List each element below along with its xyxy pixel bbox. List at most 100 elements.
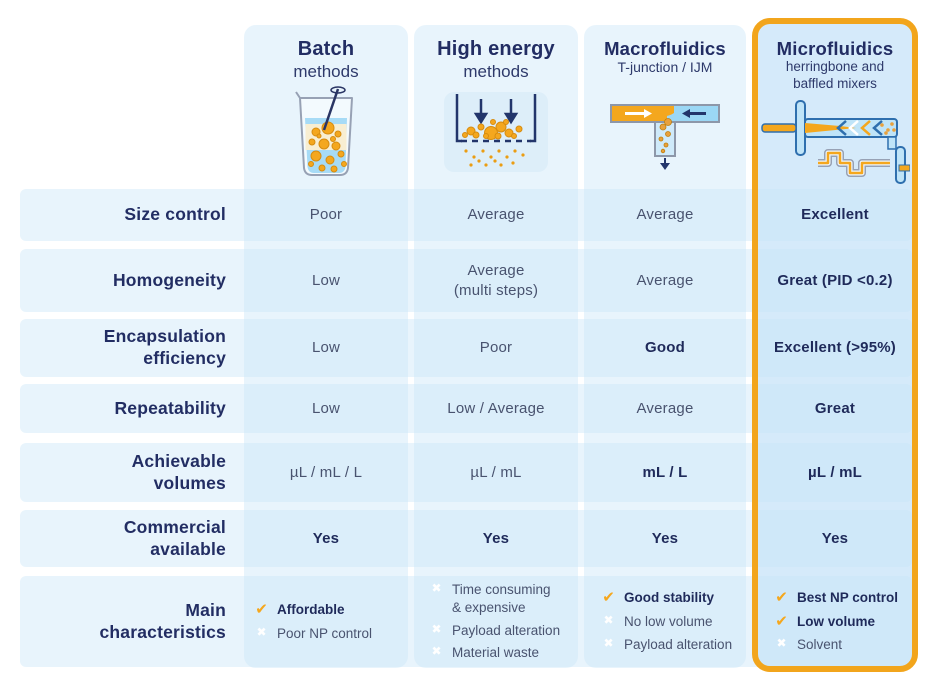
cell-value: Yes — [482, 529, 510, 547]
column-title: High energy — [437, 38, 555, 60]
row-label-text: Main characteristics — [99, 599, 226, 642]
cell-value: Average — [636, 271, 694, 289]
cross-icon: ✖ — [603, 612, 614, 627]
cell-value: Good — [645, 339, 685, 357]
characteristic-item: ✖ Time consuming & expensive — [428, 581, 578, 616]
characteristic-text: Affordable — [277, 601, 345, 617]
check-icon: ✔ — [775, 612, 788, 630]
row-label-homogeneity: Homogeneity — [20, 249, 226, 312]
cell-value: Yes — [651, 529, 679, 547]
characteristic-text: Time consuming & expensive — [452, 582, 551, 615]
cell-encapsulation-microfluidics: Excellent (>95%) — [758, 319, 912, 377]
characteristic-item: ✖ Poor NP control — [253, 625, 408, 643]
t-junction-illustration — [610, 103, 720, 170]
cell-commercial-macrofluidics: Yes — [584, 510, 746, 567]
cell-volumes-batch: µL / mL / L — [244, 443, 408, 502]
cell-characteristics-macrofluidics: ✔ Good stability ✖ No low volume ✖ Paylo… — [584, 576, 746, 667]
cell-value: Poor — [479, 339, 513, 357]
cross-icon: ✖ — [431, 644, 442, 659]
check-icon: ✔ — [255, 600, 268, 618]
cell-value: Low — [311, 271, 341, 289]
column-subtitle: methods — [463, 62, 529, 81]
column-header-batch: Batch methods — [244, 25, 408, 185]
cell-value: mL / L — [642, 463, 688, 481]
row-band-commercial — [20, 510, 912, 567]
cross-icon: ✖ — [776, 636, 787, 651]
cell-repeatability-batch: Low — [244, 384, 408, 433]
cell-encapsulation-high-energy: Poor — [414, 319, 578, 377]
cell-commercial-high-energy: Yes — [414, 510, 578, 567]
characteristic-item: ✖ Payload alteration — [428, 622, 578, 640]
characteristic-text: Payload alteration — [452, 622, 561, 638]
row-band-homogeneity — [20, 249, 912, 312]
row-label-text: Size control — [124, 204, 226, 225]
row-band-volumes — [20, 443, 912, 502]
row-label-text: Achievable volumes — [131, 450, 226, 493]
row-label-text: Repeatability — [114, 397, 226, 418]
cell-value: µL / mL — [470, 463, 522, 481]
cell-volumes-microfluidics: µL / mL — [758, 443, 912, 502]
characteristic-item: ✔ Affordable — [253, 601, 408, 619]
row-label-text: Homogeneity — [112, 269, 226, 290]
characteristic-item: ✖ Material waste — [428, 644, 578, 662]
row-label-text: Encapsulation efficiency — [103, 326, 226, 368]
row-band-repeatability — [20, 384, 912, 433]
cell-value: Low — [311, 399, 341, 417]
herringbone-baffled-mixer-illustration — [761, 100, 910, 185]
cell-homogeneity-high-energy: Average (multi steps) — [414, 249, 578, 312]
cell-volumes-macrofluidics: mL / L — [584, 443, 746, 502]
cell-value: Yes — [821, 529, 849, 547]
column-subtitle: T-junction / IJM — [617, 59, 713, 76]
column-title: Microfluidics — [776, 38, 894, 59]
cell-commercial-microfluidics: Yes — [758, 510, 912, 567]
row-band-characteristics — [20, 576, 912, 667]
cell-value: Average — [467, 206, 525, 224]
characteristic-item: ✔ Good stability — [600, 589, 746, 607]
characteristic-text: Material waste — [452, 645, 540, 661]
column-title: Batch — [297, 38, 355, 60]
cell-value: µL / mL — [808, 463, 862, 481]
cell-encapsulation-macrofluidics: Good — [584, 319, 746, 377]
cell-size-control-batch: Poor — [244, 189, 408, 241]
characteristic-text: Good stability — [624, 590, 715, 606]
column-title: Macrofluidics — [604, 38, 726, 59]
beaker-stirrer-illustration — [295, 86, 353, 177]
characteristic-text: Solvent — [797, 637, 843, 653]
cell-value: Great — [814, 399, 856, 417]
characteristic-item: ✖ No low volume — [600, 613, 746, 631]
row-band-size-control — [20, 189, 912, 241]
cell-homogeneity-microfluidics: Great (PID <0.2) — [758, 249, 912, 312]
cross-icon: ✖ — [256, 624, 267, 639]
cell-value: Low — [311, 339, 341, 357]
characteristic-item: ✖ Payload alteration — [600, 636, 746, 654]
cell-repeatability-microfluidics: Great — [758, 384, 912, 433]
cell-value: Average — [636, 206, 694, 224]
check-icon: ✔ — [775, 589, 788, 607]
characteristic-text: No low volume — [624, 613, 713, 629]
row-label-main-characteristics: Main characteristics — [20, 576, 226, 667]
characteristic-text: Poor NP control — [277, 625, 373, 641]
row-label-achievable-volumes: Achievable volumes — [20, 443, 226, 502]
cell-value: Low / Average — [447, 399, 545, 417]
row-label-repeatability: Repeatability — [20, 384, 226, 433]
characteristic-item: ✔ Best NP control — [773, 589, 912, 607]
cell-repeatability-high-energy: Low / Average — [414, 384, 578, 433]
cell-value: Poor — [309, 206, 343, 224]
column-header-microfluidics: Microfluidics herringbone and baffled mi… — [758, 25, 912, 185]
characteristic-text: Low volume — [797, 613, 876, 629]
row-label-size-control: Size control — [20, 189, 226, 241]
characteristic-item: ✔ Low volume — [773, 613, 912, 631]
row-label-encapsulation-efficiency: Encapsulation efficiency — [20, 319, 226, 377]
characteristic-item: ✖ Solvent — [773, 636, 912, 654]
cell-value: Excellent (>95%) — [773, 339, 896, 357]
cell-value: Excellent — [801, 206, 869, 224]
cross-icon: ✖ — [431, 621, 442, 636]
cell-characteristics-batch: ✔ Affordable ✖ Poor NP control — [244, 576, 408, 667]
cell-value: Yes — [312, 529, 340, 547]
cell-homogeneity-macrofluidics: Average — [584, 249, 746, 312]
cell-characteristics-high-energy: ✖ Time consuming & expensive ✖ Payload a… — [414, 576, 578, 667]
cell-commercial-batch: Yes — [244, 510, 408, 567]
characteristic-text: Payload alteration — [624, 637, 733, 653]
cell-homogeneity-batch: Low — [244, 249, 408, 312]
